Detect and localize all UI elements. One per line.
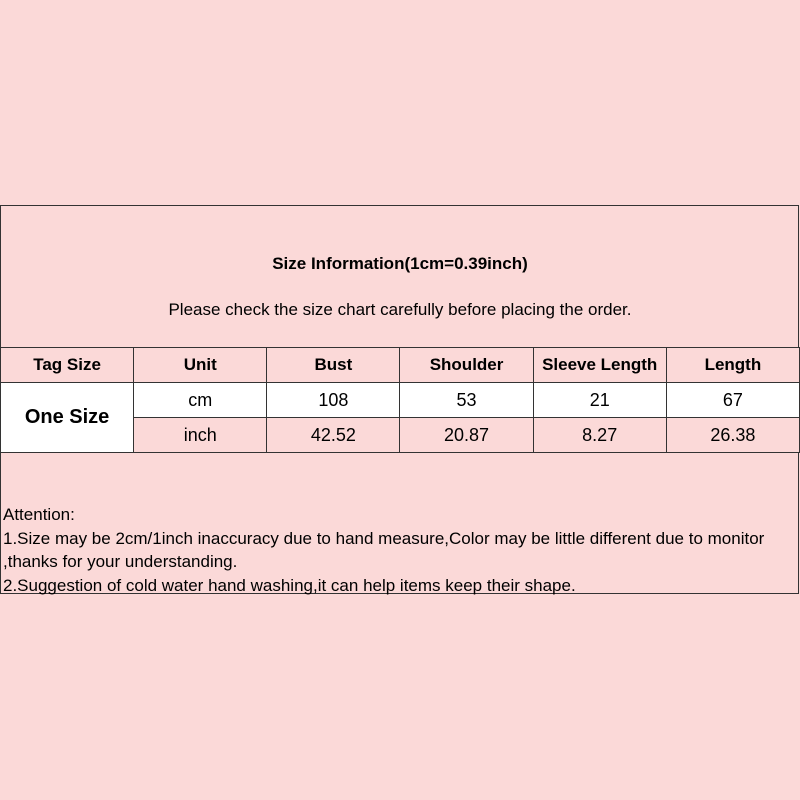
sleeve-length-cell: 8.27: [532, 417, 667, 453]
sleeve-length-cell: 21: [532, 382, 667, 418]
header-length: Length: [665, 347, 800, 383]
note-2: 2.Suggestion of cold water hand washing,…: [3, 575, 576, 595]
header-shoulder: Shoulder: [399, 347, 534, 383]
tag-size-cell: One Size: [0, 382, 135, 453]
header-unit: Unit: [133, 347, 268, 383]
length-cell: 26.38: [665, 417, 800, 453]
table-row: One Size cm 108 53 21 67: [0, 382, 800, 453]
table-header-row: Tag Size Unit Bust Shoulder Sleeve Lengt…: [0, 347, 800, 383]
size-table: Tag Size Unit Bust Shoulder Sleeve Lengt…: [0, 347, 800, 453]
shoulder-cell: 53: [399, 382, 534, 418]
table-row: inch 42.52 20.87 8.27 26.38: [1, 417, 800, 453]
header-sleeve-length: Sleeve Length: [532, 347, 667, 383]
shoulder-cell: 20.87: [399, 417, 534, 453]
bust-cell: 42.52: [266, 417, 401, 453]
length-cell: 67: [665, 382, 800, 418]
header-tag-size: Tag Size: [0, 347, 135, 383]
note-1: 1.Size may be 2cm/1inch inaccuracy due t…: [3, 528, 765, 572]
unit-cell: inch: [133, 417, 268, 453]
attention-notes: Attention: 1.Size may be 2cm/1inch inacc…: [3, 503, 798, 597]
notes-heading: Attention:: [3, 505, 75, 524]
bust-cell: 108: [266, 382, 401, 418]
header-bust: Bust: [266, 347, 401, 383]
unit-cell: cm: [133, 382, 268, 418]
subtitle: Please check the size chart carefully be…: [168, 300, 632, 319]
page-title: Size Information(1cm=0.39inch): [272, 254, 528, 273]
